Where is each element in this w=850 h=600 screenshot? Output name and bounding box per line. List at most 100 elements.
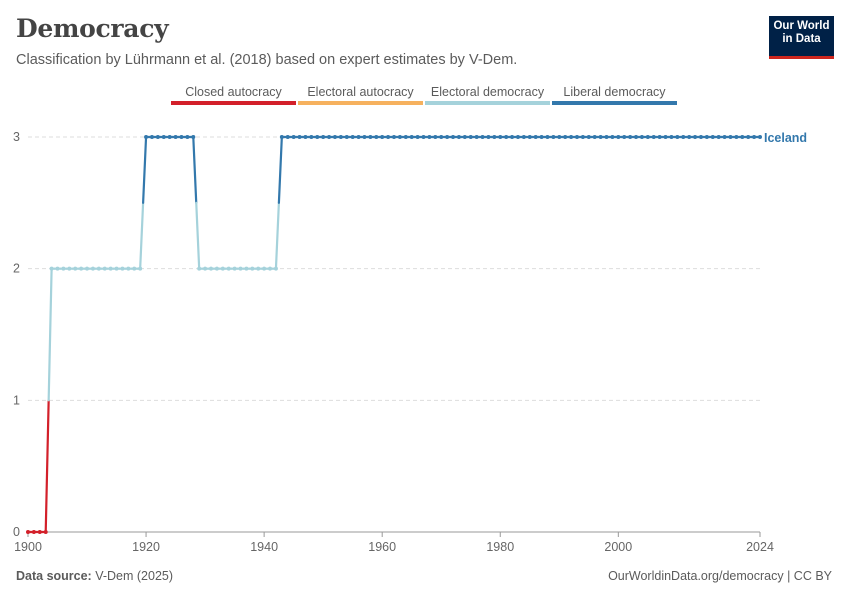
legend-swatch (171, 101, 296, 105)
data-point (214, 266, 219, 271)
data-point (746, 135, 751, 139)
legend-label[interactable]: Electoral autocracy (307, 85, 414, 99)
data-point (616, 135, 621, 139)
data-point (498, 135, 503, 139)
data-point (256, 266, 261, 271)
logo-line-2: in Data (782, 33, 821, 45)
data-point (203, 266, 208, 271)
data-point (698, 135, 703, 139)
data-point (291, 135, 296, 139)
data-point (634, 135, 639, 139)
data-point (31, 530, 36, 534)
data-point (120, 266, 125, 271)
data-point (492, 135, 497, 139)
data-point (598, 135, 603, 139)
data-point (451, 135, 456, 139)
data-point (510, 135, 515, 139)
data-point (338, 135, 343, 139)
data-point (515, 135, 520, 139)
data-point (43, 530, 48, 534)
data-point (622, 135, 627, 139)
legend[interactable]: Closed autocracy Electoral autocracy Elect… (171, 85, 677, 105)
data-point (462, 135, 467, 139)
series-line-segment (192, 135, 198, 204)
data-point (344, 135, 349, 139)
data-point (226, 266, 231, 271)
data-point (285, 135, 290, 139)
chart-title: Democracy (16, 14, 169, 43)
series-line-segment (139, 201, 145, 270)
logo-line-1: Our World (773, 20, 830, 32)
x-tick-label: 2000 (604, 540, 632, 554)
data-point (687, 135, 692, 139)
data-point (350, 135, 355, 139)
data-point (220, 266, 225, 271)
data-point (374, 135, 379, 139)
data-point (315, 135, 320, 139)
legend-label[interactable]: Electoral democracy (431, 85, 545, 99)
data-point (392, 135, 396, 139)
data-point (380, 135, 385, 139)
data-point (85, 266, 90, 271)
data-point (397, 135, 402, 139)
data-point (232, 266, 237, 271)
data-point (527, 135, 532, 139)
data-point (279, 135, 284, 139)
x-tick-label: 1980 (486, 540, 514, 554)
data-point (427, 135, 432, 139)
data-point (297, 135, 302, 139)
data-point (639, 135, 644, 139)
data-source-value[interactable]: V-Dem (2025) (95, 569, 174, 583)
url-license[interactable]: OurWorldinData.org/democracy | CC BY (608, 569, 832, 583)
legend-label[interactable]: Closed autocracy (185, 85, 282, 99)
data-point (209, 266, 213, 271)
data-point (504, 135, 509, 139)
data-point (575, 135, 579, 139)
series-line-segment (44, 399, 50, 534)
data-point (752, 135, 757, 139)
data-point (545, 135, 550, 139)
data-point (332, 135, 337, 139)
owid-logo[interactable]: Our World in Data (769, 16, 834, 59)
data-point (90, 266, 95, 271)
data-point (604, 135, 609, 139)
data-point (244, 266, 249, 271)
data-point (669, 135, 674, 139)
data-point (710, 135, 715, 139)
data-point (716, 135, 721, 139)
series (26, 135, 762, 534)
series-label[interactable]: Iceland (764, 131, 807, 145)
data-point (138, 266, 143, 271)
data-point (185, 135, 190, 139)
chart-subtitle: Classification by Lührmann et al. (2018)… (16, 52, 518, 68)
data-point (628, 135, 633, 139)
data-point (149, 135, 154, 139)
data-point (102, 266, 107, 271)
data-point (96, 266, 101, 271)
data-point (586, 135, 591, 139)
data-point (356, 135, 361, 139)
data-point (327, 135, 332, 139)
data-point (362, 135, 367, 139)
data-point (61, 266, 66, 271)
y-tick-label: 1 (13, 393, 20, 407)
data-point (415, 135, 420, 139)
data-point (161, 135, 166, 139)
legend-swatch (552, 101, 677, 105)
data-point (126, 266, 131, 271)
data-point (144, 135, 149, 139)
data-point (409, 135, 414, 139)
series-labels[interactable]: Iceland (764, 131, 807, 145)
x-tick-label: 1960 (368, 540, 396, 554)
data-point (273, 266, 278, 271)
data-point (55, 266, 60, 271)
data-point (681, 135, 686, 139)
data-point (645, 135, 650, 139)
x-tick-label: 2024 (746, 540, 774, 554)
data-point (734, 135, 739, 139)
legend-label[interactable]: Liberal democracy (563, 85, 666, 99)
data-point (651, 135, 656, 139)
data-point (474, 135, 479, 139)
data-point (268, 266, 273, 271)
